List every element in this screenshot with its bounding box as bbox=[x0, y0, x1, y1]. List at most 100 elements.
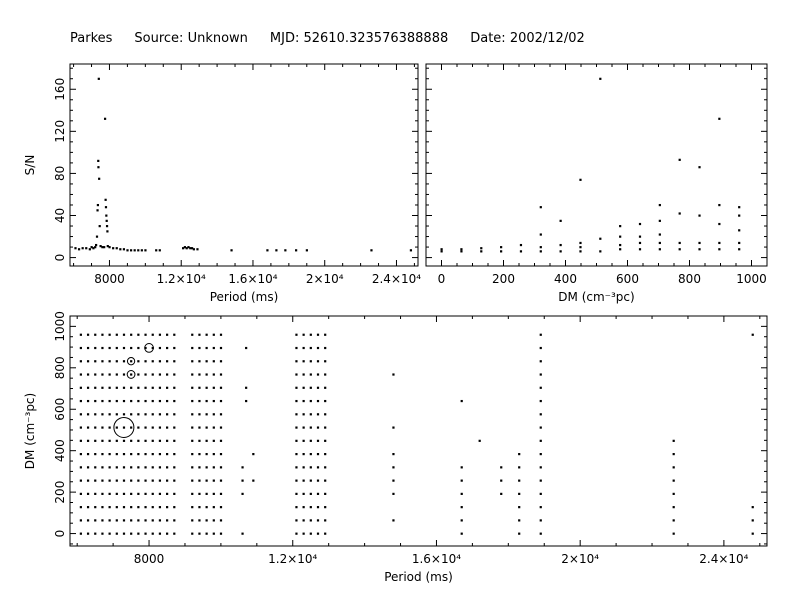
data-point bbox=[166, 386, 169, 389]
plot-frame bbox=[69, 315, 768, 547]
data-point bbox=[94, 413, 97, 416]
data-point bbox=[212, 439, 215, 442]
data-point bbox=[198, 373, 201, 376]
data-point bbox=[166, 413, 169, 416]
data-point bbox=[151, 466, 154, 469]
data-point bbox=[302, 519, 305, 522]
data-point bbox=[191, 466, 194, 469]
data-point bbox=[94, 479, 97, 482]
data-point bbox=[79, 373, 82, 376]
data-point bbox=[324, 506, 327, 509]
data-point bbox=[173, 346, 176, 350]
data-point bbox=[191, 373, 194, 376]
data-point bbox=[316, 492, 320, 495]
data-point bbox=[122, 439, 126, 442]
data-point bbox=[130, 466, 133, 469]
data-point bbox=[302, 426, 305, 429]
data-point bbox=[151, 519, 154, 522]
data-point bbox=[79, 386, 82, 389]
data-point bbox=[309, 333, 312, 336]
data-point bbox=[738, 214, 741, 217]
data-point bbox=[133, 249, 136, 252]
data-point bbox=[144, 532, 147, 535]
data-point bbox=[324, 346, 327, 350]
data-point bbox=[185, 247, 188, 250]
data-point bbox=[94, 386, 97, 389]
data-point bbox=[79, 479, 82, 482]
data-point bbox=[94, 466, 97, 469]
data-point bbox=[191, 346, 194, 350]
data-point bbox=[619, 235, 622, 238]
data-point bbox=[658, 233, 661, 236]
data-point bbox=[198, 333, 201, 336]
data-point bbox=[309, 360, 312, 363]
data-point bbox=[173, 439, 176, 442]
data-point bbox=[324, 386, 327, 389]
data-point bbox=[392, 519, 395, 522]
data-point bbox=[539, 519, 542, 522]
data-point bbox=[86, 453, 90, 456]
data-point bbox=[191, 386, 194, 389]
data-point bbox=[144, 466, 147, 469]
data-point bbox=[158, 506, 162, 509]
data-point bbox=[316, 479, 320, 482]
data-point bbox=[101, 532, 104, 535]
data-point bbox=[94, 246, 97, 249]
data-point bbox=[638, 241, 642, 245]
data-point bbox=[698, 214, 701, 217]
x-axis-label: DM (cm⁻³pc) bbox=[558, 290, 634, 304]
data-point bbox=[122, 413, 126, 416]
data-point bbox=[166, 426, 169, 429]
data-point bbox=[95, 235, 99, 238]
data-point bbox=[219, 492, 223, 495]
data-point bbox=[460, 466, 463, 469]
data-point bbox=[101, 479, 104, 482]
data-point bbox=[108, 439, 111, 442]
data-point bbox=[86, 386, 90, 389]
data-point bbox=[191, 532, 194, 535]
data-point bbox=[144, 506, 147, 509]
data-point bbox=[539, 206, 542, 209]
data-point bbox=[599, 237, 602, 240]
data-point bbox=[130, 333, 133, 336]
data-point bbox=[305, 249, 308, 252]
data-point bbox=[98, 177, 101, 180]
data-point bbox=[539, 532, 542, 535]
data-point bbox=[212, 399, 215, 403]
data-point bbox=[316, 453, 320, 456]
data-point bbox=[579, 241, 582, 245]
data-point bbox=[309, 413, 312, 416]
data-point bbox=[316, 506, 320, 509]
x-tick-label: 1.6×10⁴ bbox=[412, 552, 461, 566]
data-point bbox=[302, 453, 305, 456]
data-point bbox=[698, 166, 701, 169]
data-point bbox=[122, 532, 126, 535]
data-point bbox=[295, 492, 298, 495]
data-point bbox=[316, 439, 320, 442]
data-point bbox=[115, 386, 118, 389]
data-point bbox=[79, 453, 82, 456]
data-point bbox=[191, 333, 194, 336]
data-point bbox=[101, 453, 104, 456]
data-point bbox=[751, 532, 754, 535]
data-point bbox=[137, 360, 140, 363]
data-point bbox=[103, 117, 107, 120]
data-point bbox=[101, 360, 104, 363]
data-point bbox=[539, 453, 542, 456]
data-point bbox=[108, 346, 111, 350]
data-point bbox=[158, 532, 162, 535]
x-tick-label: 2.4×10⁴ bbox=[699, 552, 748, 566]
data-point bbox=[309, 386, 312, 389]
data-point bbox=[198, 466, 201, 469]
data-point bbox=[115, 479, 118, 482]
data-point bbox=[166, 360, 169, 363]
data-point bbox=[190, 247, 194, 250]
data-point bbox=[658, 219, 661, 222]
data-point bbox=[316, 386, 320, 389]
data-point bbox=[122, 360, 126, 363]
data-point bbox=[241, 466, 244, 469]
data-point bbox=[151, 399, 154, 403]
data-point bbox=[101, 333, 104, 336]
data-point bbox=[158, 333, 162, 336]
